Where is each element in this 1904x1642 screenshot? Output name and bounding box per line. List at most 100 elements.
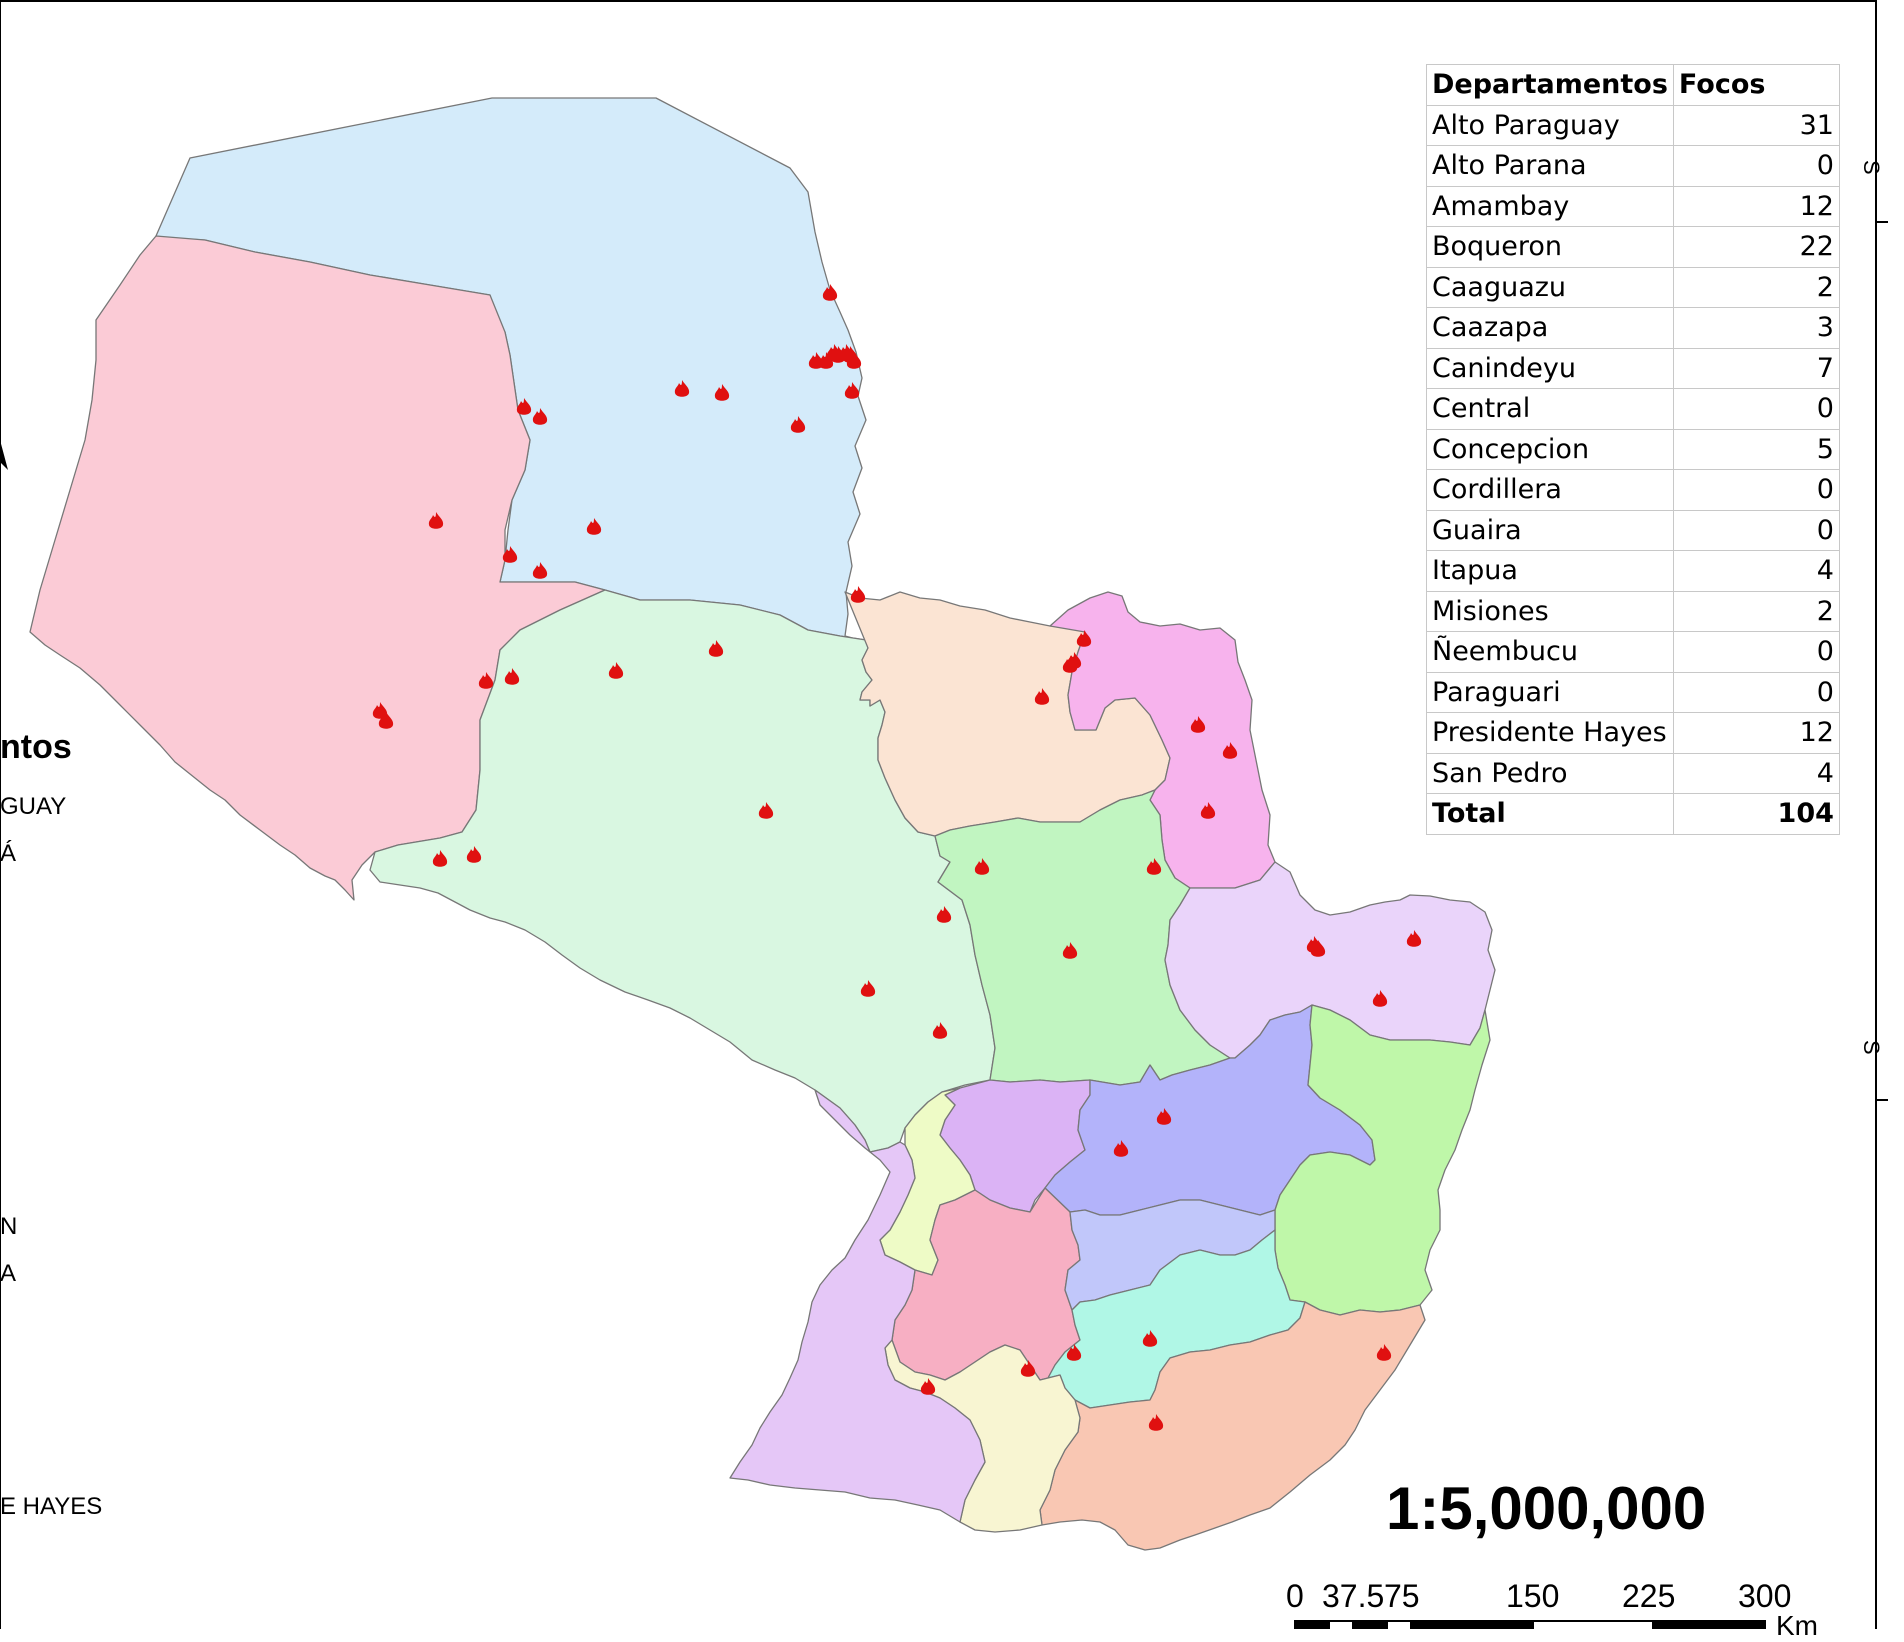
fire-icon bbox=[708, 640, 724, 657]
fire-icon bbox=[432, 850, 448, 867]
focos-count-cell: 2 bbox=[1672, 590, 1840, 632]
fire-icon bbox=[1372, 990, 1388, 1007]
table-row: Amambay 12 bbox=[1426, 185, 1840, 227]
department-name-cell: Canindeyu bbox=[1426, 347, 1674, 389]
total-label-cell: Total bbox=[1426, 793, 1674, 835]
department-name-cell: Concepcion bbox=[1426, 428, 1674, 470]
table-total-row: Total 104 bbox=[1426, 793, 1840, 835]
coordinate-label: S bbox=[1859, 1040, 1884, 1055]
department-boqueron bbox=[29, 235, 606, 901]
fire-icon bbox=[504, 668, 520, 685]
legend-item: Á bbox=[0, 840, 17, 867]
legend-title: ntos bbox=[0, 728, 72, 766]
fire-icon bbox=[1062, 656, 1078, 673]
table-row: Alto Parana 0 bbox=[1426, 145, 1840, 187]
fire-icon bbox=[428, 512, 444, 529]
legend-item: A bbox=[0, 1260, 17, 1287]
focos-count-cell: 0 bbox=[1672, 388, 1840, 430]
table-row: Misiones 2 bbox=[1426, 590, 1840, 632]
fire-icon bbox=[1222, 742, 1238, 759]
department-name-cell: Presidente Hayes bbox=[1426, 712, 1674, 754]
table-row: Paraguari 0 bbox=[1426, 671, 1840, 713]
fire-icon bbox=[516, 398, 532, 415]
fire-icon bbox=[932, 1022, 948, 1039]
legend-item: GUAY bbox=[0, 793, 67, 820]
fire-icon bbox=[846, 352, 862, 369]
department-name-cell: Misiones bbox=[1426, 590, 1674, 632]
scale-tick-label: 37.5 bbox=[1322, 1578, 1385, 1614]
fire-icon bbox=[1146, 858, 1162, 875]
focos-count-cell: 3 bbox=[1672, 307, 1840, 349]
table-row: Caaguazu 2 bbox=[1426, 266, 1840, 308]
scale-unit: Km bbox=[1776, 1610, 1818, 1641]
focos-count-cell: 7 bbox=[1672, 347, 1840, 389]
table-row: Itapua 4 bbox=[1426, 550, 1840, 592]
fire-icon bbox=[714, 384, 730, 401]
column-header-focos: Focos bbox=[1672, 64, 1840, 106]
table-row: Concepcion 5 bbox=[1426, 428, 1840, 470]
fire-icon bbox=[1200, 802, 1216, 819]
department-name-cell: Itapua bbox=[1426, 550, 1674, 592]
department-itapua bbox=[1039, 1301, 1426, 1551]
focos-table: Departamentos Focos Alto Paraguay 31 Alto … bbox=[1426, 64, 1840, 835]
total-count-cell: 104 bbox=[1672, 793, 1840, 835]
fire-icon bbox=[1376, 1344, 1392, 1361]
fire-icon bbox=[1156, 1108, 1172, 1125]
fire-icon bbox=[936, 906, 952, 923]
fire-icon bbox=[1034, 688, 1050, 705]
department-name-cell: Alto Parana bbox=[1426, 145, 1674, 187]
table-row: Boqueron 22 bbox=[1426, 226, 1840, 268]
fire-icon bbox=[608, 662, 624, 679]
fire-icon bbox=[1066, 1344, 1082, 1361]
table-row: San Pedro 4 bbox=[1426, 752, 1840, 794]
fire-icon bbox=[1142, 1330, 1158, 1347]
department-name-cell: Cordillera bbox=[1426, 469, 1674, 511]
fire-icon bbox=[532, 408, 548, 425]
fire-icon bbox=[1406, 930, 1422, 947]
table-row: Ñeembucu 0 bbox=[1426, 631, 1840, 673]
focos-count-cell: 2 bbox=[1672, 266, 1840, 308]
fire-icon bbox=[586, 518, 602, 535]
scale-ratio: 1:5,000,000 bbox=[1386, 1475, 1707, 1542]
department-name-cell: Guaira bbox=[1426, 509, 1674, 551]
department-name-cell: Central bbox=[1426, 388, 1674, 430]
fire-icon bbox=[372, 702, 388, 719]
fire-icon bbox=[920, 1378, 936, 1395]
fire-icon bbox=[1076, 630, 1092, 647]
fire-icon bbox=[860, 980, 876, 997]
fire-icon bbox=[1148, 1414, 1164, 1431]
fire-icon bbox=[974, 858, 990, 875]
table-header-row: Departamentos Focos bbox=[1426, 64, 1840, 106]
fire-icon bbox=[758, 802, 774, 819]
department-name-cell: Amambay bbox=[1426, 185, 1674, 227]
department-name-cell: Ñeembucu bbox=[1426, 631, 1674, 673]
focos-count-cell: 31 bbox=[1672, 104, 1840, 146]
fire-icon bbox=[1113, 1140, 1129, 1157]
department-neembucu bbox=[729, 1089, 986, 1523]
focos-count-cell: 0 bbox=[1672, 509, 1840, 551]
table-row: Alto Paraguay 31 bbox=[1426, 104, 1840, 146]
fire-icon bbox=[532, 562, 548, 579]
department-name-cell: Caaguazu bbox=[1426, 266, 1674, 308]
fire-icon bbox=[378, 712, 394, 729]
fire-markers bbox=[372, 284, 1422, 1431]
focos-count-cell: 0 bbox=[1672, 145, 1840, 187]
north-arrow-icon bbox=[0, 440, 8, 470]
legend-item: E HAYES bbox=[0, 1493, 103, 1520]
column-header-departamentos: Departamentos bbox=[1426, 64, 1674, 106]
focos-count-cell: 0 bbox=[1672, 469, 1840, 511]
focos-count-cell: 5 bbox=[1672, 428, 1840, 470]
coordinate-label: S bbox=[1859, 160, 1884, 175]
department-name-cell: Paraguari bbox=[1426, 671, 1674, 713]
focos-count-cell: 0 bbox=[1672, 631, 1840, 673]
focos-count-cell: 22 bbox=[1672, 226, 1840, 268]
scale-tick-label: 300 bbox=[1738, 1578, 1792, 1614]
focos-count-cell: 0 bbox=[1672, 671, 1840, 713]
fire-icon bbox=[818, 352, 834, 369]
scale-tick-label: 225 bbox=[1622, 1578, 1676, 1614]
fire-icon bbox=[1062, 942, 1078, 959]
fire-icon bbox=[502, 546, 518, 563]
map-border bbox=[0, 0, 1877, 1629]
scale-tick-label: 75 bbox=[1384, 1578, 1420, 1614]
